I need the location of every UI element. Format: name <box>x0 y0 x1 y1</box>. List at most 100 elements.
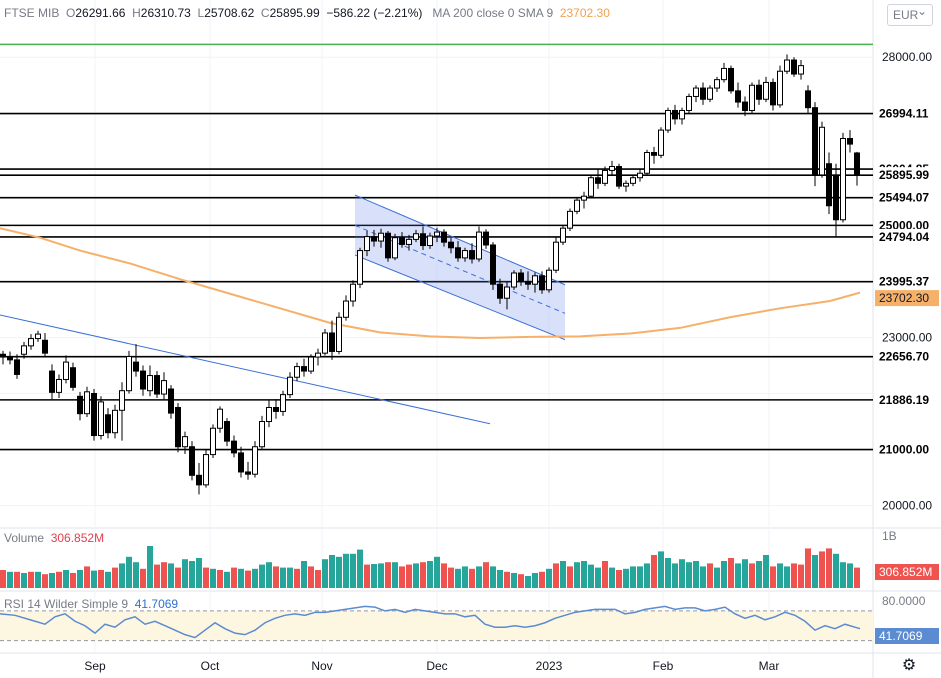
candle <box>119 382 125 441</box>
level-tag-label: 24794.04 <box>879 230 929 244</box>
candle-body <box>168 388 174 414</box>
candle <box>7 351 13 365</box>
candle <box>203 449 209 488</box>
volume-bar <box>735 563 741 588</box>
volume-bar <box>448 567 454 588</box>
candle <box>322 329 328 356</box>
volume-bar <box>609 567 615 588</box>
candle <box>350 280 356 307</box>
volume-bar <box>315 570 321 588</box>
candle <box>105 408 111 439</box>
candle <box>651 146 657 164</box>
volume-bar <box>140 568 146 588</box>
candle-body <box>28 338 34 347</box>
time-tick-label: Nov <box>311 659 332 673</box>
candle <box>189 441 195 481</box>
candle <box>14 354 20 379</box>
candle <box>84 386 90 418</box>
volume-bar <box>728 558 734 588</box>
candle <box>252 441 258 478</box>
candle <box>133 344 139 377</box>
candle-body <box>434 231 440 237</box>
candle-body <box>56 378 62 393</box>
candle <box>679 107 685 125</box>
volume-bar <box>413 563 419 588</box>
candle-body <box>588 177 594 197</box>
currency-selector[interactable]: EUR <box>887 1 933 26</box>
volume-bar <box>350 553 356 588</box>
candle-body <box>553 241 559 271</box>
volume-bar <box>112 567 118 588</box>
volume-bar <box>742 559 748 588</box>
volume-bar <box>385 562 391 588</box>
candle <box>126 350 132 394</box>
volume-bar <box>721 561 727 588</box>
volume-bar <box>693 561 699 588</box>
volume-bar <box>217 570 223 588</box>
level-tag: 23995.37 <box>875 273 939 290</box>
volume-bar <box>644 563 650 588</box>
candle-body <box>266 407 272 423</box>
candle <box>735 82 741 108</box>
volume-bar <box>434 556 440 588</box>
rsi-value: 41.7069 <box>134 597 179 611</box>
volume-bar <box>462 566 468 588</box>
candle <box>546 267 552 293</box>
candle <box>518 269 524 286</box>
volume-bar <box>224 571 230 588</box>
candle <box>77 391 83 421</box>
candle-body <box>112 409 118 434</box>
candle-body <box>35 333 41 340</box>
candle-body <box>665 109 671 131</box>
level-tag-label: 25000.00 <box>879 218 929 232</box>
candle-body <box>203 454 209 486</box>
candle <box>497 278 503 304</box>
candle <box>399 232 405 248</box>
candle <box>294 362 300 382</box>
candle <box>245 461 251 480</box>
candle <box>686 93 692 114</box>
candle <box>378 228 384 248</box>
candle-body <box>749 84 755 111</box>
rsi-header: RSI 14 Wilder Simple 9 41.7069 <box>4 597 178 611</box>
candle <box>406 234 412 251</box>
candle-body <box>812 107 818 176</box>
volume-tag-bg <box>875 564 939 580</box>
candle <box>595 169 601 189</box>
candle <box>182 431 188 455</box>
candle-body <box>539 275 545 291</box>
candle-body <box>350 283 356 302</box>
candle <box>175 403 181 453</box>
volume-bar <box>532 573 538 588</box>
volume-bar <box>182 559 188 588</box>
volume-bar <box>63 570 69 588</box>
candle <box>693 85 699 103</box>
candle-body <box>259 421 265 448</box>
candle <box>168 385 174 419</box>
price-tick-label: 20000.00 <box>882 499 932 513</box>
candle <box>280 390 286 416</box>
candle-body <box>189 446 195 476</box>
candle <box>455 241 461 262</box>
candle <box>819 121 825 178</box>
candle-body <box>756 84 762 100</box>
candle-body <box>98 401 104 437</box>
volume-bar <box>497 570 503 588</box>
candle <box>630 174 636 187</box>
candle <box>798 60 804 80</box>
volume-bar <box>245 570 251 588</box>
volume-bar <box>294 568 300 588</box>
volume-bar <box>336 556 342 588</box>
candle <box>826 152 832 215</box>
channel-upper <box>354 194 566 286</box>
volume-bar <box>588 564 594 588</box>
volume-tag-label: 306.852M <box>879 565 932 579</box>
candle <box>553 236 559 273</box>
volume-bar <box>812 555 818 588</box>
candle <box>469 243 475 264</box>
settings-gear-icon[interactable]: ⚙ <box>901 657 917 674</box>
ma-tag-label: 23702.30 <box>879 291 929 305</box>
candle-body <box>7 356 13 361</box>
candle <box>812 102 818 187</box>
